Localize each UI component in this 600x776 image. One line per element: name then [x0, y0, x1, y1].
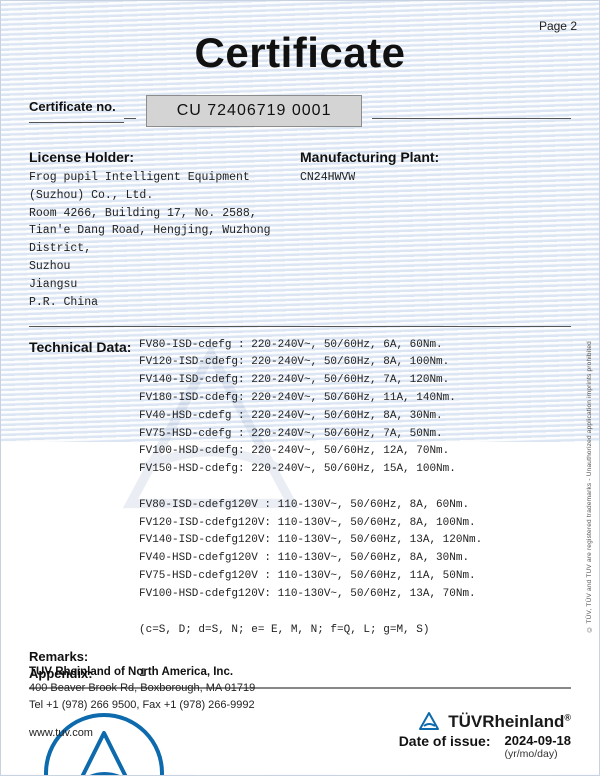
certificate-no-row: Certificate no. CU 72406719 0001 — [29, 95, 571, 127]
remarks-label: Remarks: — [29, 649, 139, 664]
technical-data-row: Technical Data: FV80-ISD-cdefg : 220-240… — [29, 337, 571, 640]
license-holder-col: License Holder: Frog pupil Intelligent E… — [29, 149, 300, 312]
certificate-title: Certificate — [1, 29, 599, 77]
footer-company: TUV Rheinland of North America, Inc. — [29, 666, 255, 678]
certificate-no-value: CU 72406719 0001 — [146, 95, 363, 127]
footer-address: 400 Beaver Brook Rd, Boxborough, MA 0171… — [29, 680, 255, 697]
manufacturing-plant-col: Manufacturing Plant: CN24HWVW — [300, 149, 571, 312]
technical-data-label: Technical Data: — [29, 337, 139, 640]
license-holder-title: License Holder: — [29, 149, 300, 165]
footer-logo-triangle-icon — [416, 709, 442, 735]
holder-plant-row: License Holder: Frog pupil Intelligent E… — [29, 149, 571, 312]
footer-contact: Tel +1 (978) 266 9500, Fax +1 (978) 266-… — [29, 697, 255, 714]
footer-block: TUV Rheinland of North America, Inc. 400… — [29, 666, 255, 739]
trademark-notice: © TÜV, TÜV and TUV are registered tradem… — [586, 341, 593, 633]
manufacturing-plant-text: CN24HWVW — [300, 169, 571, 187]
footer-website[interactable]: www.tuv.com — [29, 727, 255, 739]
date-of-issue-value: 2024-09-18 — [505, 733, 572, 748]
footer-logo-text: TÜVRheinland® — [448, 712, 571, 732]
certificate-no-label: Certificate no. — [29, 99, 124, 123]
date-of-issue-label: Date of issue: — [399, 733, 491, 776]
remarks-row: Remarks: — [29, 649, 571, 664]
manufacturing-plant-title: Manufacturing Plant: — [300, 149, 571, 165]
certificate-page: Page 2 Certificate Certificate no. CU 72… — [0, 0, 600, 776]
date-of-issue-sub: (yr/mo/day) — [505, 748, 572, 760]
footer-logo: TÜVRheinland® — [416, 709, 571, 735]
license-holder-text: Frog pupil Intelligent Equipment (Suzhou… — [29, 169, 300, 312]
technical-data-text: FV80-ISD-cdefg : 220-240V~, 50/60Hz, 6A,… — [139, 337, 571, 640]
